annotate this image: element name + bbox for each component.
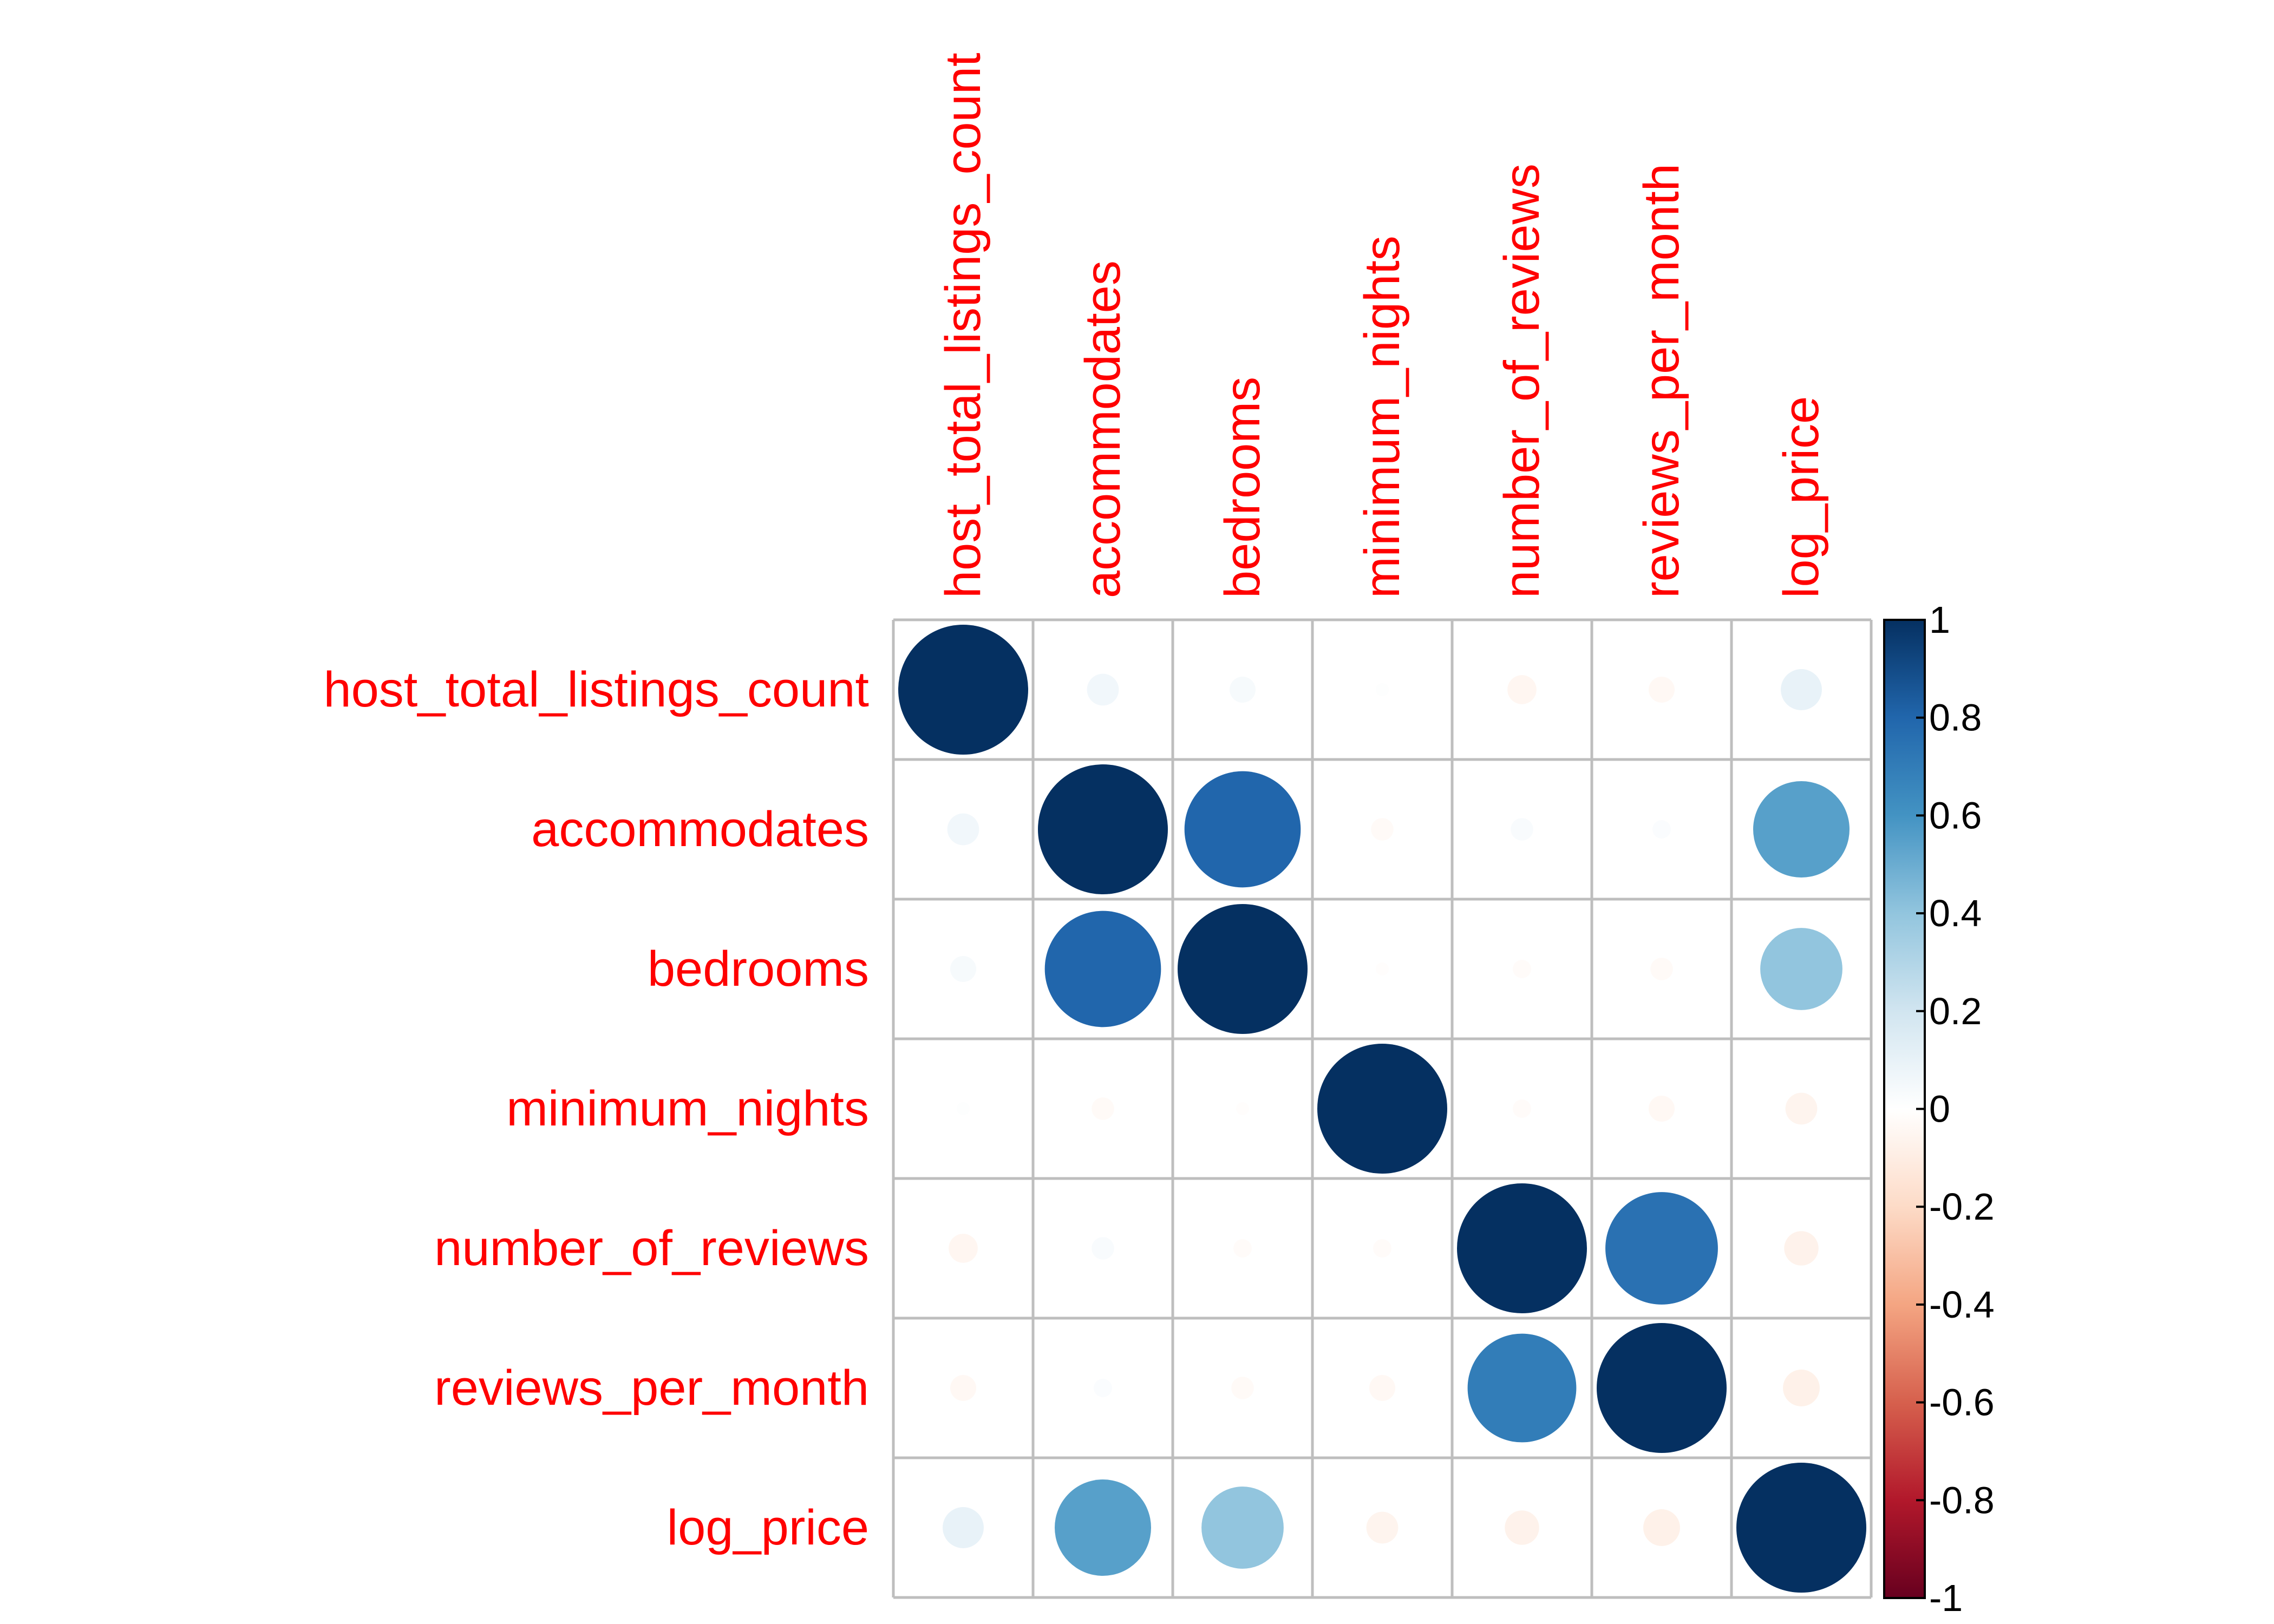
column-label-log_price: log_price	[1774, 396, 1829, 598]
row-label-accommodates: accommodates	[531, 802, 869, 857]
column-label-bedrooms: bedrooms	[1215, 377, 1270, 598]
color-legend: 1 0.8 0.6 0.4 0.2 0 -0.2 -0.4 -0.6 -0.8 -1	[1883, 599, 1995, 1619]
corr-circle-number_of_reviews-accommodates	[1092, 1237, 1114, 1260]
column-label-accommodates: accommodates	[1075, 260, 1131, 598]
row-label-log_price: log_price	[667, 1500, 869, 1555]
colorbar-tick-label: -0.2	[1929, 1186, 1995, 1228]
corr-circle-bedrooms-reviews_per_month	[1650, 958, 1673, 980]
corr-circle-accommodates-number_of_reviews	[1511, 818, 1533, 841]
colorbar-tick-label: -1	[1929, 1577, 1963, 1619]
corr-circle-reviews_per_month-host_total_listings_count	[950, 1375, 976, 1401]
colorbar-tick-label: -0.6	[1929, 1381, 1995, 1424]
corr-circle-host_total_listings_count-accommodates	[1087, 673, 1119, 706]
corr-circle-log_price-number_of_reviews	[1505, 1510, 1539, 1545]
corr-circle-minimum_nights-bedrooms	[1236, 1102, 1249, 1115]
column-label-number_of_reviews: number_of_reviews	[1494, 163, 1550, 598]
corr-circle-log_price-bedrooms	[1201, 1487, 1284, 1569]
row-label-minimum_nights: minimum_nights	[506, 1081, 869, 1136]
colorbar-tick-label: 0.6	[1929, 794, 1982, 836]
row-label-host_total_listings_count: host_total_listings_count	[323, 662, 869, 717]
corr-circle-minimum_nights-log_price	[1785, 1092, 1818, 1125]
colorbar-tick-label: 0.4	[1929, 892, 1982, 934]
corr-circle-accommodates-minimum_nights	[1371, 818, 1394, 841]
corr-circle-log_price-host_total_listings_count	[943, 1507, 984, 1548]
colorbar-tick-label: 0.2	[1929, 990, 1982, 1032]
corr-circle-reviews_per_month-minimum_nights	[1369, 1375, 1395, 1401]
corr-circle-accommodates-host_total_listings_count	[947, 813, 979, 846]
corr-circle-accommodates-accommodates	[1038, 764, 1168, 894]
row-label-number_of_reviews: number_of_reviews	[434, 1221, 869, 1276]
corr-circle-minimum_nights-reviews_per_month	[1649, 1096, 1675, 1122]
colorbar-tick-label: 0	[1929, 1088, 1950, 1130]
corr-circle-reviews_per_month-log_price	[1783, 1370, 1820, 1406]
corr-circle-number_of_reviews-reviews_per_month	[1605, 1192, 1718, 1305]
colorbar-tick-label: 1	[1929, 599, 1950, 641]
corr-circle-minimum_nights-accommodates	[1092, 1097, 1114, 1120]
correlation-grid	[892, 618, 1873, 1599]
corr-circle-reviews_per_month-number_of_reviews	[1467, 1333, 1577, 1443]
correlation-circles	[898, 625, 1866, 1593]
corr-circle-number_of_reviews-bedrooms	[1233, 1239, 1252, 1258]
corr-circle-number_of_reviews-number_of_reviews	[1457, 1183, 1587, 1313]
corr-circle-reviews_per_month-accommodates	[1094, 1379, 1112, 1397]
corr-circle-host_total_listings_count-reviews_per_month	[1649, 677, 1675, 703]
corr-circle-number_of_reviews-minimum_nights	[1373, 1239, 1391, 1258]
corr-circle-host_total_listings_count-minimum_nights	[1376, 683, 1389, 696]
corr-circle-host_total_listings_count-bedrooms	[1230, 677, 1256, 703]
corr-circle-bedrooms-minimum_nights	[1376, 962, 1389, 975]
colorbar-tick-label: -0.4	[1929, 1284, 1995, 1326]
column-labels: host_total_listings_count accommodates bed…	[936, 53, 1829, 598]
corr-circle-minimum_nights-host_total_listings_count	[957, 1102, 970, 1115]
colorbar-tick-label: -0.8	[1929, 1479, 1995, 1521]
corr-circle-host_total_listings_count-number_of_reviews	[1507, 675, 1537, 704]
corr-circle-number_of_reviews-host_total_listings_count	[949, 1234, 978, 1263]
corr-circle-number_of_reviews-log_price	[1784, 1231, 1819, 1266]
corr-circle-bedrooms-log_price	[1760, 928, 1842, 1010]
colorbar-tick-label: 0.8	[1929, 697, 1982, 739]
corr-circle-log_price-accommodates	[1055, 1479, 1151, 1576]
row-labels: host_total_listings_count accommodates bed…	[323, 662, 869, 1555]
column-label-minimum_nights: minimum_nights	[1355, 235, 1410, 598]
row-label-reviews_per_month: reviews_per_month	[434, 1360, 869, 1416]
column-label-reviews_per_month: reviews_per_month	[1634, 163, 1689, 598]
corr-circle-host_total_listings_count-log_price	[1781, 669, 1822, 710]
corr-circle-reviews_per_month-bedrooms	[1231, 1377, 1254, 1399]
corr-circle-host_total_listings_count-host_total_listings_count	[898, 625, 1028, 755]
corr-circle-accommodates-bedrooms	[1184, 771, 1301, 888]
corr-circle-reviews_per_month-reviews_per_month	[1597, 1323, 1727, 1453]
corr-circle-log_price-minimum_nights	[1366, 1511, 1399, 1544]
corr-circle-minimum_nights-number_of_reviews	[1513, 1099, 1531, 1118]
corr-circle-bedrooms-bedrooms	[1178, 904, 1308, 1034]
column-label-host_total_listings_count: host_total_listings_count	[936, 53, 991, 598]
corr-circle-bedrooms-number_of_reviews	[1513, 960, 1531, 978]
corr-circle-accommodates-log_price	[1753, 781, 1850, 878]
corr-circle-bedrooms-accommodates	[1044, 911, 1161, 1027]
row-label-bedrooms: bedrooms	[648, 941, 869, 997]
corr-circle-minimum_nights-minimum_nights	[1317, 1044, 1447, 1174]
corr-circle-log_price-reviews_per_month	[1643, 1509, 1680, 1546]
corr-circle-accommodates-reviews_per_month	[1652, 820, 1671, 839]
corr-circle-bedrooms-host_total_listings_count	[950, 956, 976, 982]
corr-circle-log_price-log_price	[1736, 1463, 1866, 1593]
